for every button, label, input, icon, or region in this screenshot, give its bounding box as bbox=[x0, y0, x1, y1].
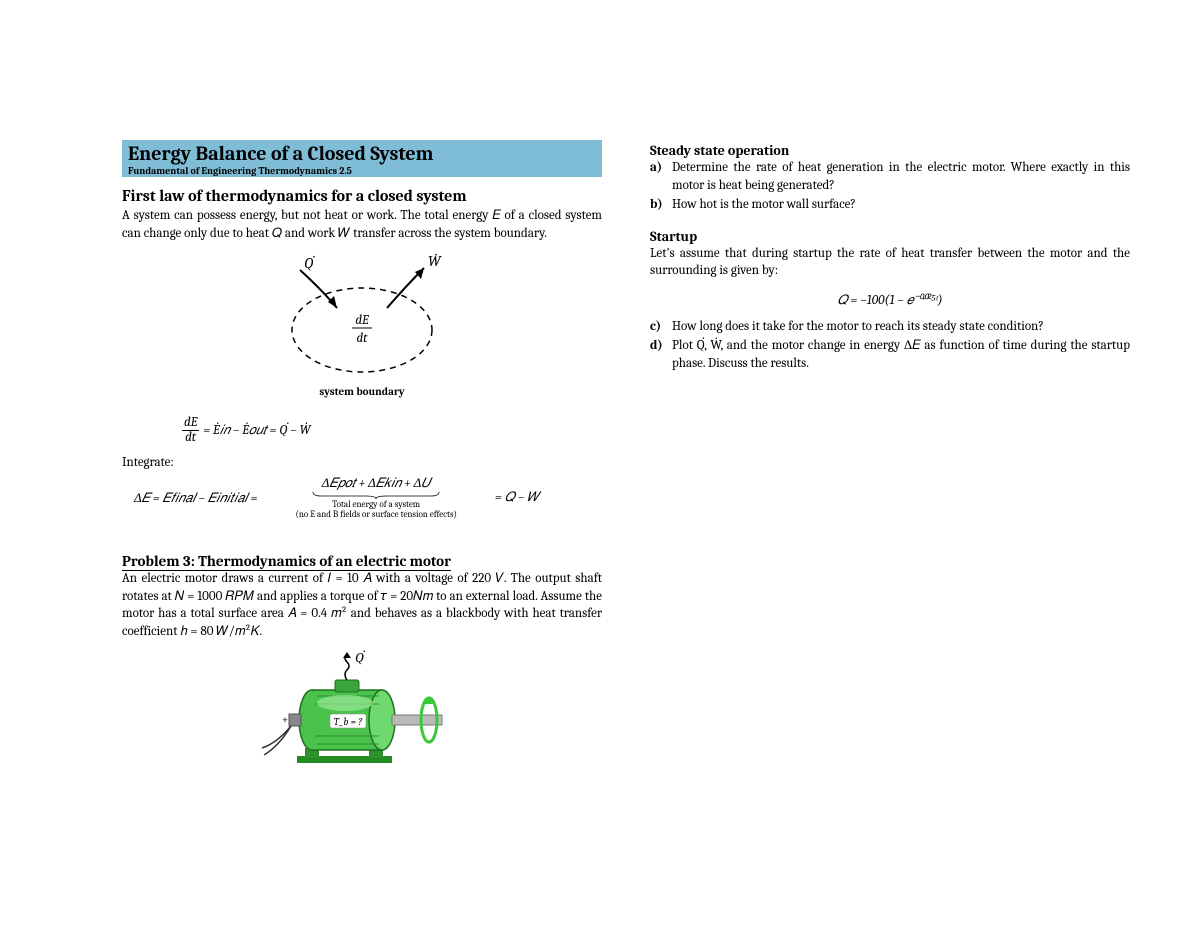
integrate-eq: Δ𝐸 = 𝐸𝑓𝑖𝑛𝑎𝑙 − 𝐸𝑖𝑛𝑖𝑡𝑖𝑎𝑙 = Δ𝐸𝑝𝑜𝑡 + Δ𝐸𝑘𝑖𝑛 +… bbox=[134, 475, 602, 520]
question-c: How long does it take for the motor to r… bbox=[672, 318, 1044, 336]
marker-b: b) bbox=[650, 196, 672, 214]
left-column: Energy Balance of a Closed System Fundam… bbox=[122, 140, 602, 796]
title-bar: Energy Balance of a Closed System Fundam… bbox=[122, 140, 602, 177]
section1-body: A system can possess energy, but not hea… bbox=[122, 207, 602, 242]
section1-heading: First law of thermodynamics for a closed… bbox=[122, 187, 602, 205]
marker-d: d) bbox=[650, 337, 672, 372]
boundary-caption: system boundary bbox=[319, 385, 404, 398]
svg-text:dE: dE bbox=[355, 313, 369, 328]
boundary-diagram: Q̇ Ẇ dE dt system boundary bbox=[122, 250, 602, 404]
page-container: Energy Balance of a Closed System Fundam… bbox=[0, 0, 1200, 836]
problem-heading: Problem 3: Thermodynamics of an electric… bbox=[122, 552, 602, 570]
marker-c: c) bbox=[650, 318, 672, 336]
question-b: How hot is the motor wall surface? bbox=[672, 196, 856, 214]
startup-body: Let's assume that during startup the rat… bbox=[650, 245, 1130, 280]
question-a: Determine the rate of heat generation in… bbox=[672, 159, 1130, 194]
right-column: Steady state operation a)Determine the r… bbox=[650, 140, 1130, 796]
startup-questions: c)How long does it take for the motor to… bbox=[650, 318, 1130, 373]
motor-diagram: + Q̇ T_b = ? bbox=[257, 648, 467, 788]
doc-subtitle: Fundamental of Engineering Thermodynamic… bbox=[128, 165, 596, 177]
marker-a: a) bbox=[650, 159, 672, 194]
svg-text:T_b = ?: T_b = ? bbox=[334, 716, 363, 728]
startup-eq: 𝑄 = −100(1 − 𝑒⁻⁰·⁰²⁵ᵗ) bbox=[650, 290, 1130, 308]
question-d: Plot Q̇, Ẇ, and the motor change in ener… bbox=[672, 337, 1130, 372]
svg-text:+: + bbox=[282, 713, 288, 726]
startup-heading: Startup bbox=[650, 228, 1130, 245]
energy-balance-eq: dE dt = Ė𝑖𝑛 − Ė𝑜𝑢𝑡 = Q̇ − Ẇ bbox=[122, 412, 602, 446]
steady-heading: Steady state operation bbox=[650, 142, 1130, 159]
problem-body: An electric motor draws a current of 𝐼 =… bbox=[122, 570, 602, 640]
w-label: Ẇ bbox=[428, 252, 442, 270]
steady-questions: a)Determine the rate of heat generation … bbox=[650, 159, 1130, 214]
integrate-label: Integrate: bbox=[122, 454, 602, 472]
doc-title: Energy Balance of a Closed System bbox=[128, 142, 596, 165]
svg-text:Q̇: Q̇ bbox=[355, 649, 366, 666]
svg-text:dt: dt bbox=[356, 331, 368, 346]
q-label: Q̇ bbox=[304, 254, 315, 272]
